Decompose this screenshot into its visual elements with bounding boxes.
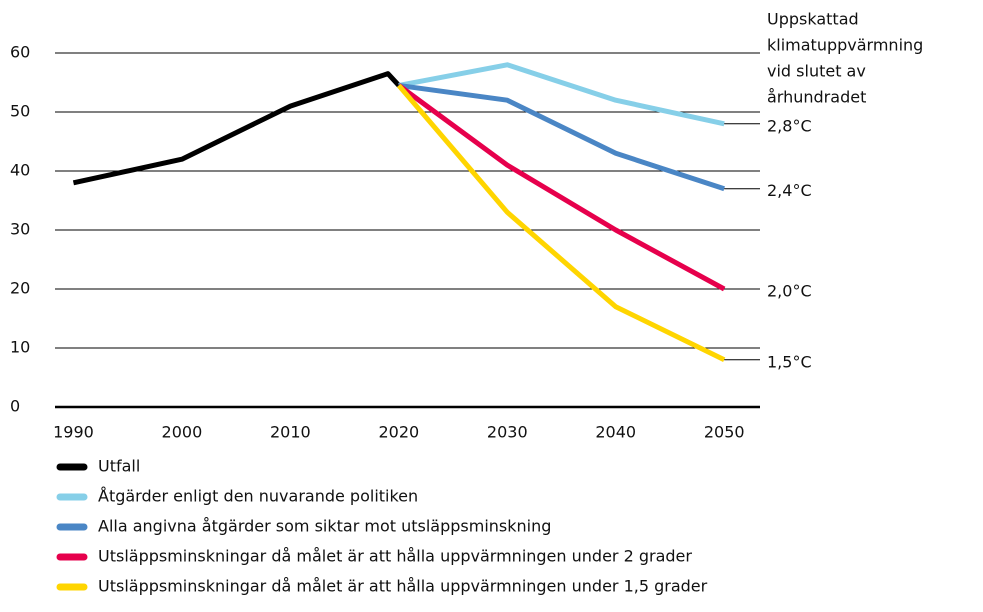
end-label: 2,4°C xyxy=(767,181,812,200)
legend-label: Åtgärder enligt den nuvarande politiken xyxy=(98,487,418,506)
end-label: 2,8°C xyxy=(767,116,812,135)
legend-label: Utsläppsminskningar då målet är att håll… xyxy=(98,547,692,566)
y-tick-label: 10 xyxy=(10,338,30,357)
right-header: Uppskattad xyxy=(767,10,859,29)
series-line xyxy=(398,82,725,192)
x-tick-label: 2010 xyxy=(270,423,311,442)
series-line xyxy=(72,71,401,186)
right-header: århundradet xyxy=(767,88,866,107)
legend-label: Utfall xyxy=(98,457,140,476)
right-header: vid slutet av xyxy=(767,62,866,81)
right-header: klimatuppvärmning xyxy=(767,36,923,55)
x-tick-label: 2040 xyxy=(595,423,636,442)
y-tick-label: 50 xyxy=(10,102,30,121)
x-tick-label: 1990 xyxy=(53,423,94,442)
x-tick-label: 2050 xyxy=(704,423,745,442)
end-label: 1,5°C xyxy=(767,352,812,371)
series-line xyxy=(396,83,726,363)
y-tick-label: 30 xyxy=(10,220,30,239)
y-tick-label: 0 xyxy=(10,397,20,416)
y-tick-label: 40 xyxy=(10,161,30,180)
x-tick-label: 2030 xyxy=(487,423,528,442)
legend-label: Utsläppsminskningar då målet är att håll… xyxy=(98,577,708,596)
y-tick-label: 20 xyxy=(10,279,30,298)
legend-label: Alla angivna åtgärder som siktar mot uts… xyxy=(98,517,551,536)
series-line xyxy=(397,83,726,292)
x-tick-label: 2020 xyxy=(378,423,419,442)
y-tick-label: 60 xyxy=(10,43,30,62)
series-line xyxy=(398,62,725,127)
x-tick-label: 2000 xyxy=(162,423,203,442)
end-label: 2,0°C xyxy=(767,282,812,301)
